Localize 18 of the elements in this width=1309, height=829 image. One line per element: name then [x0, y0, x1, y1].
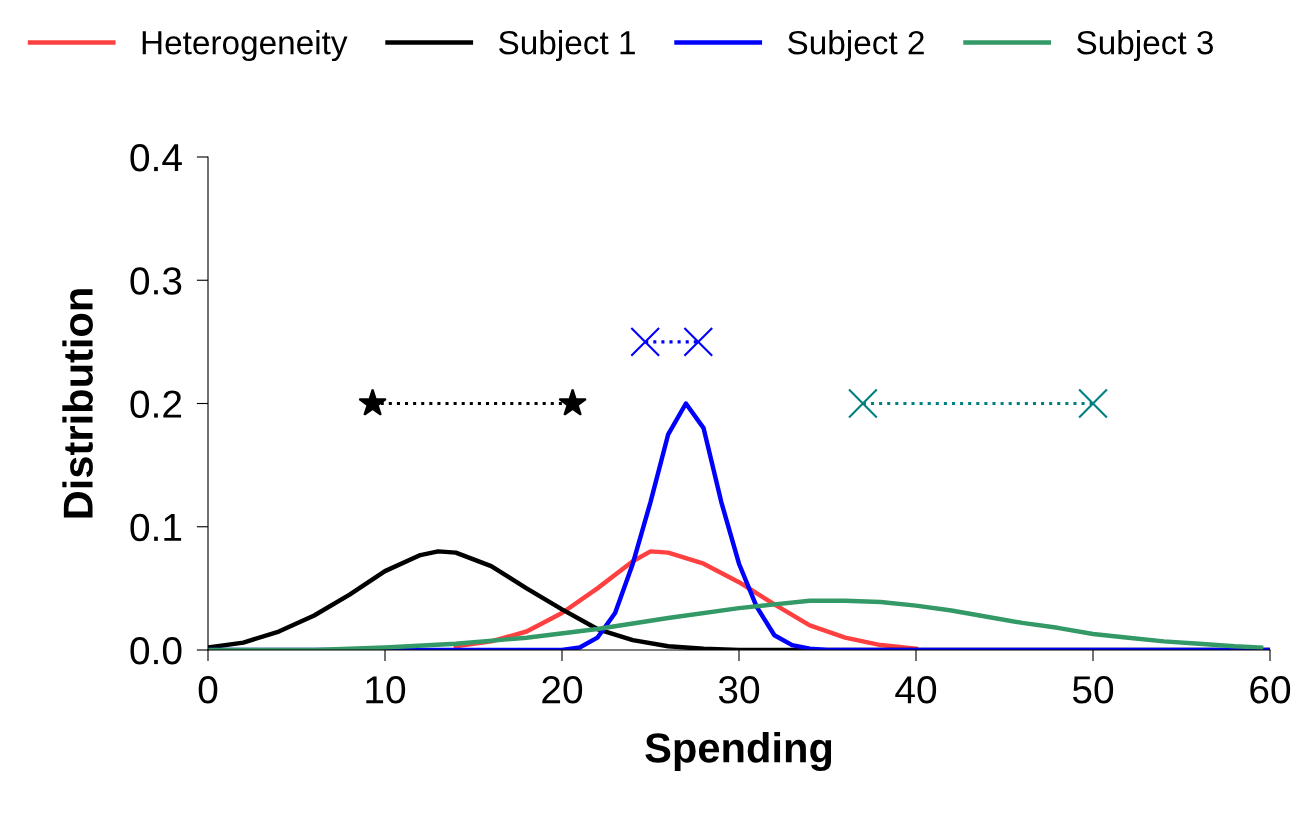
y-tick-label: 0.4 — [130, 143, 182, 172]
y-tick-label: 0.3 — [130, 267, 182, 295]
x-tick-label: 30 — [718, 676, 760, 704]
y-tick-label: 0.0 — [130, 636, 182, 665]
legend-label: Subject 3 — [1076, 30, 1213, 62]
x-axis-title: Spending — [645, 732, 832, 772]
x-tick-label: 60 — [1250, 676, 1291, 704]
x-tick-label: 20 — [542, 676, 583, 704]
legend-label: Subject 2 — [788, 30, 924, 62]
y-tick-label: 0.1 — [130, 513, 182, 542]
x-tick-label: 40 — [895, 676, 937, 704]
x-tick-label: 0 — [198, 676, 218, 704]
x-tick-label: 10 — [366, 676, 406, 704]
legend-label: Heterogeneity — [142, 30, 348, 62]
y-axis-title: Distribution — [62, 289, 93, 518]
x-tick-label: 50 — [1072, 676, 1114, 704]
y-tick-label: 0.2 — [130, 390, 182, 418]
legend-label: Subject 1 — [499, 30, 635, 62]
